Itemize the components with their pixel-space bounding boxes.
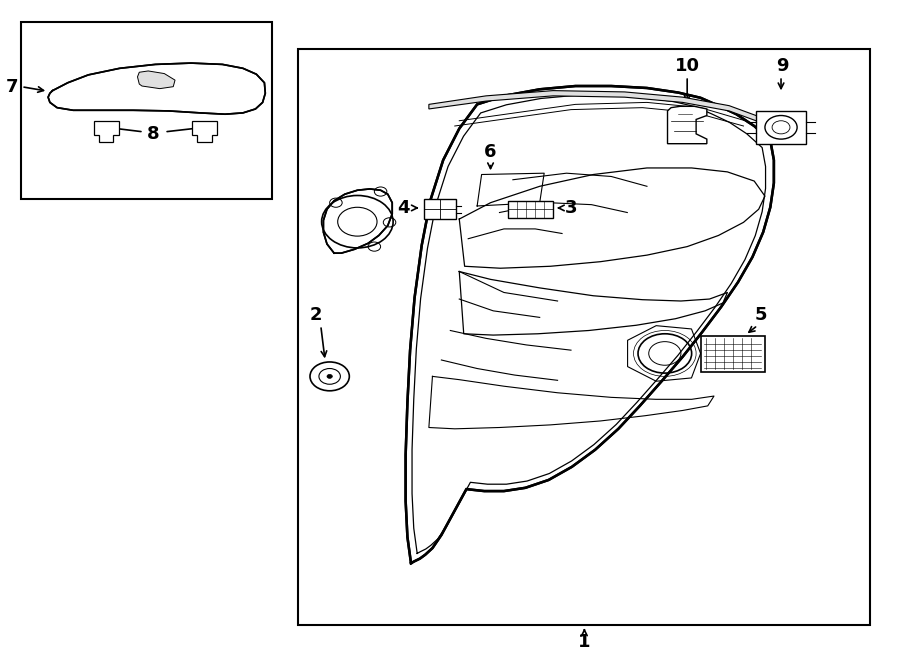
Bar (299, 49, 870, 625)
Text: 10: 10 (675, 57, 699, 75)
Polygon shape (48, 63, 266, 114)
Polygon shape (192, 121, 217, 141)
Text: 2: 2 (310, 306, 322, 324)
Polygon shape (323, 189, 392, 253)
Text: 9: 9 (777, 57, 789, 75)
Bar (508, 201, 554, 217)
Bar (22, 22, 272, 200)
Bar (700, 336, 765, 371)
Text: 3: 3 (564, 199, 577, 217)
Bar (424, 200, 455, 219)
Polygon shape (406, 86, 774, 563)
Polygon shape (138, 71, 175, 89)
Polygon shape (668, 106, 706, 143)
Text: 4: 4 (398, 199, 410, 217)
Text: 8: 8 (148, 125, 160, 143)
Text: 6: 6 (484, 143, 497, 161)
Text: 7: 7 (6, 78, 19, 96)
Circle shape (327, 374, 332, 378)
Polygon shape (429, 91, 761, 123)
Text: 1: 1 (578, 633, 590, 651)
Polygon shape (94, 121, 119, 141)
Bar (756, 111, 806, 143)
Text: 5: 5 (755, 306, 768, 324)
